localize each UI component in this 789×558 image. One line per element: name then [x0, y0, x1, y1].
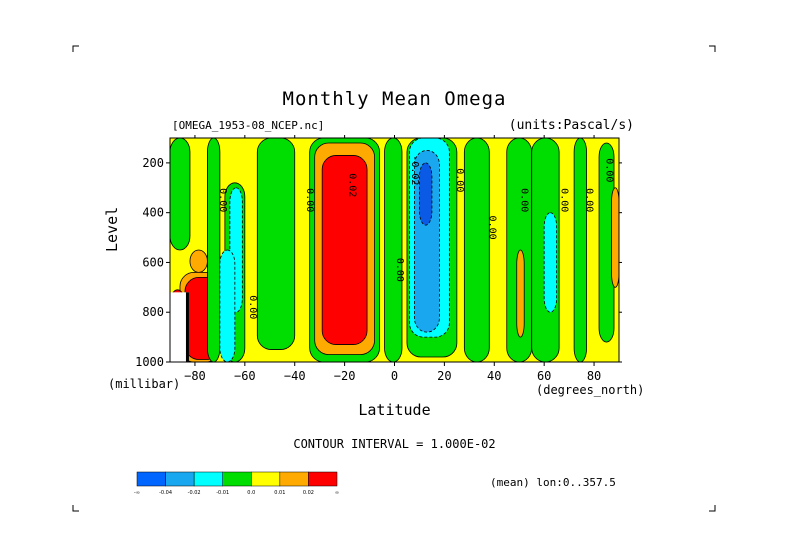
page-corner-marks [72, 45, 716, 512]
contour-label-7: 0.00 [486, 216, 497, 240]
plot-area [170, 138, 619, 362]
missing-data-area [170, 292, 189, 362]
colorbar-label-6: 0.02 [303, 490, 314, 496]
contour-label-9: 0.00 [559, 188, 570, 212]
units-label: (units:Pascal/s) [508, 118, 634, 133]
contour-region-1 [189, 249, 208, 273]
x-axis-label: Latitude [358, 401, 431, 419]
chart-title: Monthly Mean Omega [282, 88, 507, 110]
colorbar-swatch-1 [165, 471, 195, 487]
colorbar-label-3: -0.01 [216, 490, 229, 496]
colorbar-label-2: -0.02 [188, 490, 201, 496]
contour-label-10: 0.00 [584, 188, 595, 212]
x-tick-label: 0 [391, 369, 398, 383]
contour-label-3: 0.02 [347, 173, 358, 197]
colorbar-swatch-0 [136, 471, 166, 487]
contour-label-11: 0.00 [604, 158, 615, 182]
colorbar-label-7: ∞ [335, 490, 339, 496]
x-tick-label: 80 [587, 369, 601, 383]
colorbar-swatch-6 [308, 471, 338, 487]
colorbar: -∞ -0.04 -0.02 -0.01 0.0 0.01 0.02 ∞ [134, 471, 339, 496]
x-tick-label: 20 [437, 369, 451, 383]
y-tick-label: 800 [142, 305, 164, 319]
contour-region-13 [384, 138, 403, 362]
x-tick-label: −80 [184, 369, 206, 383]
contour-label-4: 0.00 [394, 258, 405, 282]
x-tick-label: 60 [537, 369, 551, 383]
x-tick-label: 40 [487, 369, 501, 383]
y-tick-label: 400 [142, 206, 164, 220]
colorbar-label-1: -0.04 [159, 490, 172, 496]
colorbar-swatch-5 [279, 471, 309, 487]
contour-region-25 [611, 187, 619, 288]
contour-label-6: 0.00 [454, 168, 465, 192]
contour-label-0: 0.00 [217, 188, 228, 212]
colorbar-swatch-3 [222, 471, 252, 487]
contour-interval-label: CONTOUR INTERVAL = 1.000E-02 [293, 437, 496, 451]
colorbar-label-0: -∞ [134, 490, 140, 496]
averaging-label: (mean) lon:0..357.5 [490, 476, 616, 489]
polar-contour-cluster [185, 292, 189, 362]
contour-region-21 [543, 212, 558, 313]
x-tick-label: −40 [284, 369, 306, 383]
colorbar-label-5: 0.01 [274, 490, 285, 496]
x-axis-unit: (degrees_north) [536, 383, 645, 397]
contour-region-12 [321, 155, 368, 345]
x-tick-label: −60 [234, 369, 256, 383]
contour-region-0 [170, 138, 191, 251]
colorbar-swatch-4 [251, 471, 281, 487]
contour-labels: 0.00 0.00 0.00 0.02 0.00 -0.02 0.00 0.00 0.00 0.0… [217, 155, 615, 319]
contour-label-2: 0.00 [304, 188, 315, 212]
y-tick-label: 600 [142, 255, 164, 269]
contour-region-9 [256, 138, 296, 350]
dataset-label: [OMEGA_1953-08_NCEP.nc] [172, 119, 325, 132]
contour-region-8 [219, 249, 236, 362]
colorbar-label-4: 0.0 [247, 490, 255, 496]
y-tick-label: 200 [142, 156, 164, 170]
contour-label-5: -0.02 [409, 155, 420, 185]
contour-region-24 [516, 249, 525, 338]
y-axis-unit: (millibar) [108, 377, 181, 391]
contour-region-22 [573, 138, 587, 362]
contour-region-18 [463, 138, 490, 362]
colorbar-swatch-2 [193, 471, 223, 487]
x-tick-label: −20 [334, 369, 356, 383]
contour-region-5 [207, 138, 221, 362]
contour-label-1: 0.00 [247, 295, 258, 319]
contour-region-17 [419, 162, 433, 226]
y-tick-label: 1000 [135, 355, 164, 369]
axes: −80 −60 −40 −20 0 20 40 60 80 200 400 600 800 1000 [135, 135, 622, 383]
contour-label-8: 0.00 [519, 188, 530, 212]
